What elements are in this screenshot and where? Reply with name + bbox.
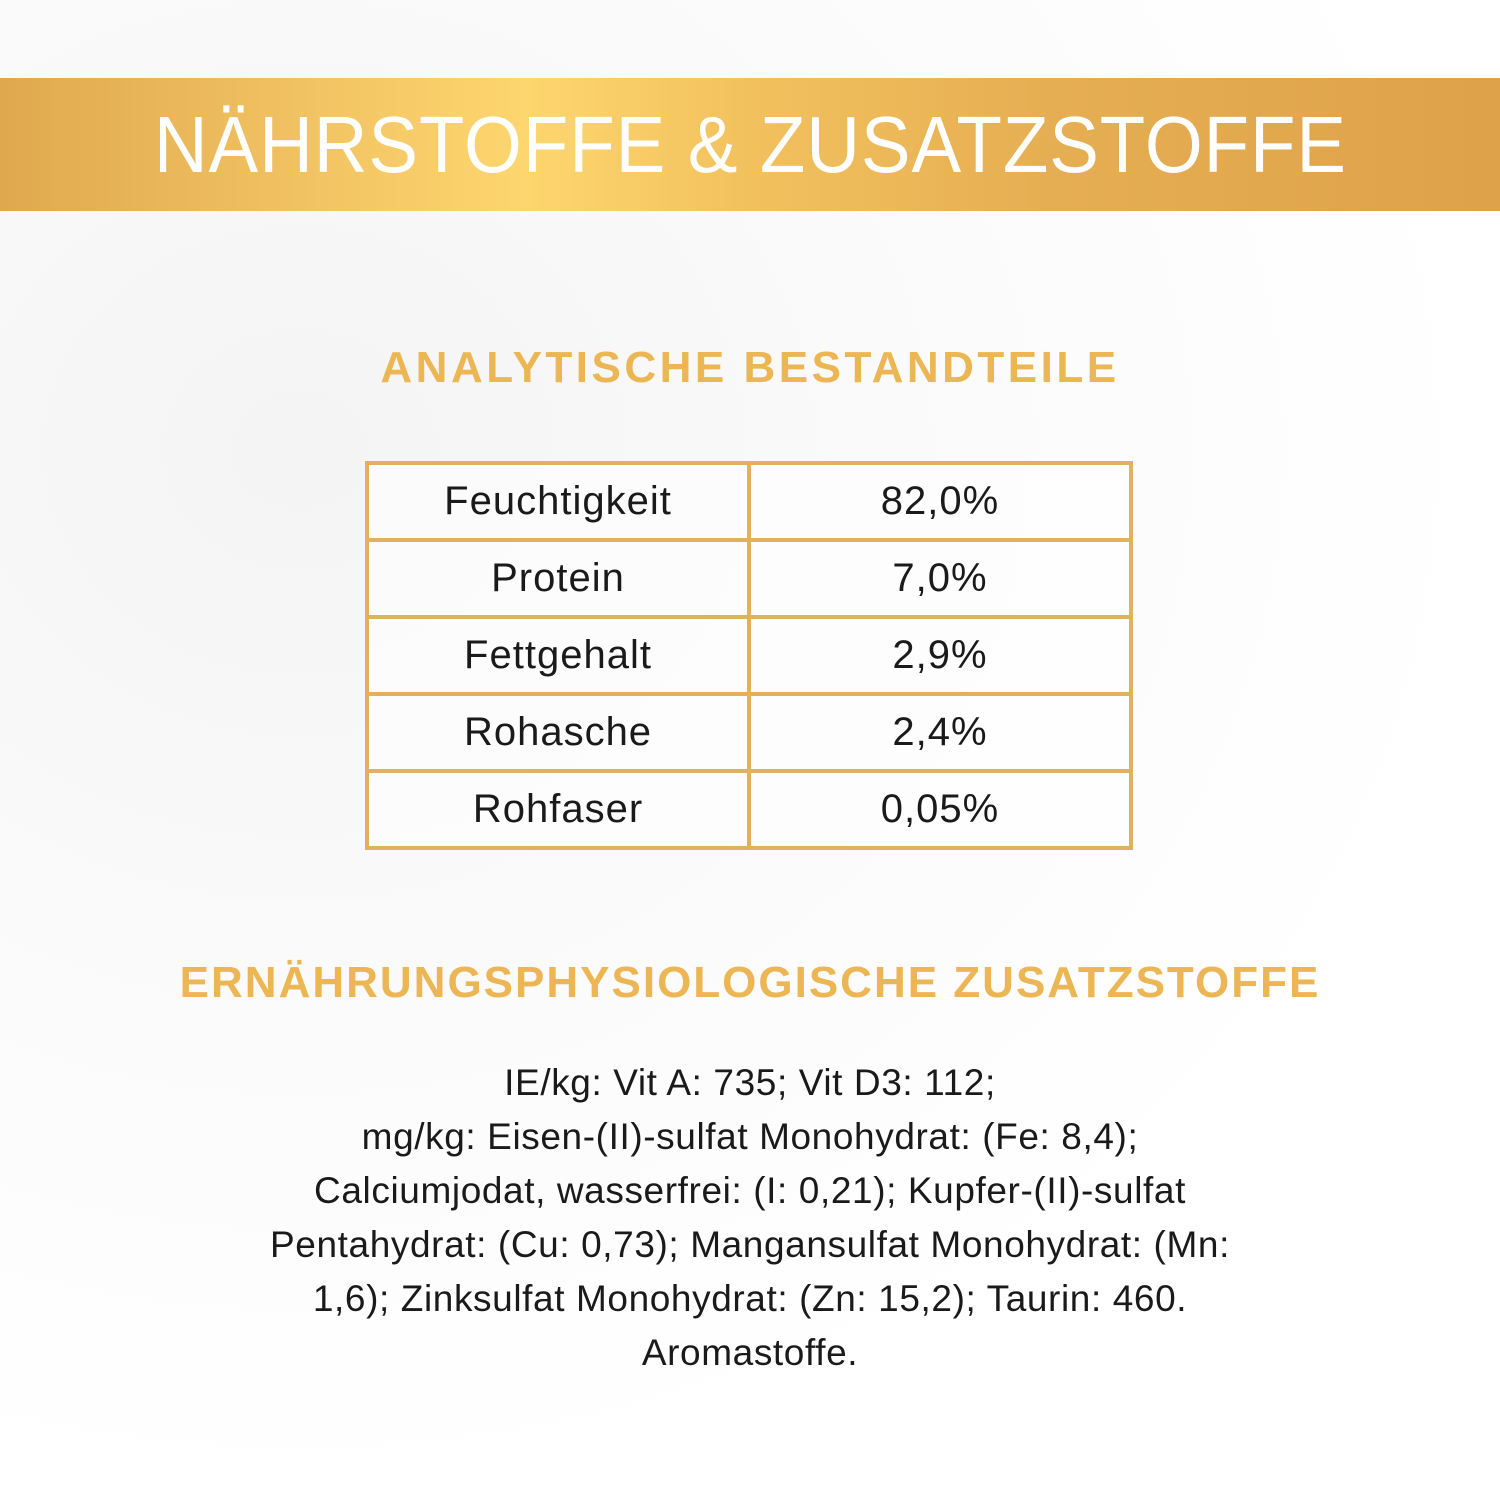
table-row: Protein 7,0% xyxy=(365,538,1133,619)
nutrient-value: 7,0% xyxy=(747,538,1133,619)
table-row: Feuchtigkeit 82,0% xyxy=(365,461,1133,542)
page-title: NÄHRSTOFFE & ZUSATZSTOFFE xyxy=(153,99,1347,189)
additives-line: Calciumjodat, wasserfrei: (I: 0,21); Kup… xyxy=(314,1170,1186,1211)
additives-line: 1,6); Zinksulfat Monohydrat: (Zn: 15,2);… xyxy=(312,1278,1188,1319)
analytical-table: Feuchtigkeit 82,0% Protein 7,0% Fettgehalt… xyxy=(365,461,1133,850)
nutrient-name: Rohfaser xyxy=(365,769,751,850)
nutrient-name: Rohasche xyxy=(365,692,751,773)
additives-line: IE/kg: Vit A: 735; Vit D3: 112; xyxy=(504,1062,996,1103)
additives-line: mg/kg: Eisen-(II)-sulfat Monohydrat: (Fe… xyxy=(361,1116,1139,1157)
additives-line: Pentahydrat: (Cu: 0,73); Mangansulfat Mo… xyxy=(270,1224,1230,1265)
additives-heading: ERNÄHRUNGSPHYSIOLOGISCHE ZUSATZSTOFFE xyxy=(179,958,1321,1007)
table-row: Fettgehalt 2,9% xyxy=(365,615,1133,696)
additives-line: Aromastoffe. xyxy=(641,1332,859,1373)
nutrient-value: 2,9% xyxy=(747,615,1133,696)
nutrient-value: 2,4% xyxy=(747,692,1133,773)
nutrient-value: 82,0% xyxy=(747,461,1133,542)
title-banner: NÄHRSTOFFE & ZUSATZSTOFFE xyxy=(0,78,1500,211)
additives-text: IE/kg: Vit A: 735; Vit D3: 112; mg/kg: E… xyxy=(0,1056,1500,1380)
nutrient-value: 0,05% xyxy=(747,769,1133,850)
table-row: Rohasche 2,4% xyxy=(365,692,1133,773)
nutrient-name: Protein xyxy=(365,538,751,619)
nutrient-name: Fettgehalt xyxy=(365,615,751,696)
analytical-heading: ANALYTISCHE BESTANDTEILE xyxy=(380,343,1120,392)
table-row: Rohfaser 0,05% xyxy=(365,769,1133,850)
nutrient-name: Feuchtigkeit xyxy=(365,461,751,542)
